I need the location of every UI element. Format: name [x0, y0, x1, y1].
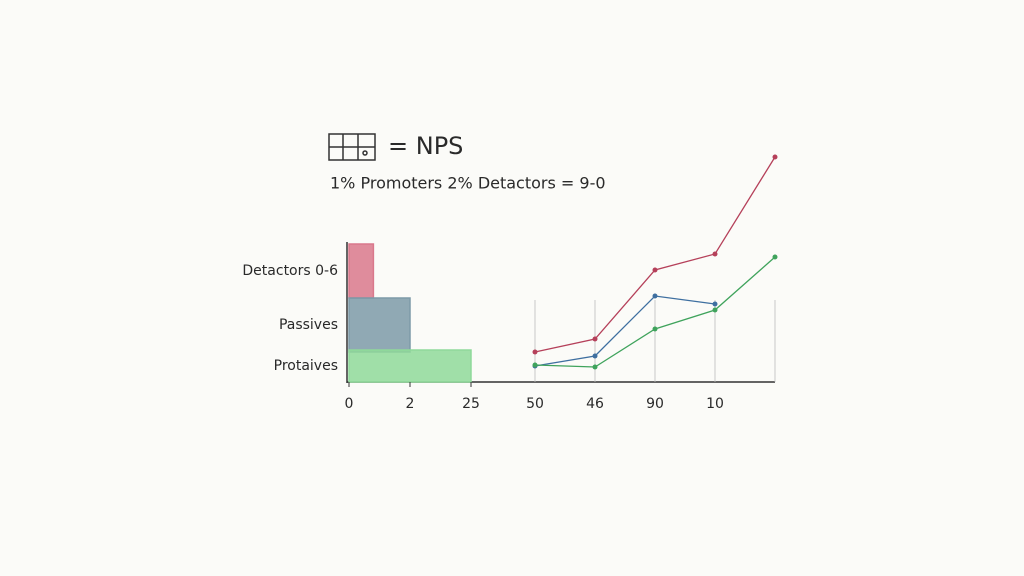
category-label: Passives — [279, 317, 338, 333]
point — [652, 326, 658, 332]
point — [592, 336, 598, 342]
point — [712, 301, 718, 307]
bar — [348, 243, 375, 299]
bar — [348, 297, 411, 353]
point — [712, 251, 718, 257]
line — [534, 295, 716, 367]
x-tick-label: 10 — [706, 396, 724, 412]
bar — [348, 349, 472, 383]
x-tick-label: 46 — [586, 396, 604, 412]
x-tick-label: 25 — [462, 396, 480, 412]
subtitle: 1% Promoters 2% Detactors = 9-0 — [330, 174, 606, 193]
point — [772, 154, 778, 160]
x-tick-label: 2 — [406, 396, 415, 412]
point — [592, 353, 598, 359]
title: = NPS — [388, 132, 463, 160]
point — [532, 349, 538, 355]
nps-icon — [328, 133, 376, 161]
point — [712, 307, 718, 313]
point — [772, 254, 778, 260]
category-label: Detactors 0-6 — [242, 263, 338, 279]
point — [532, 362, 538, 368]
x-tick-label: 90 — [646, 396, 664, 412]
category-label: Protaives — [274, 358, 338, 374]
x-tick-label: 0 — [345, 396, 354, 412]
point — [652, 293, 658, 299]
x-tick-label: 50 — [526, 396, 544, 412]
point — [652, 267, 658, 273]
point — [592, 364, 598, 370]
